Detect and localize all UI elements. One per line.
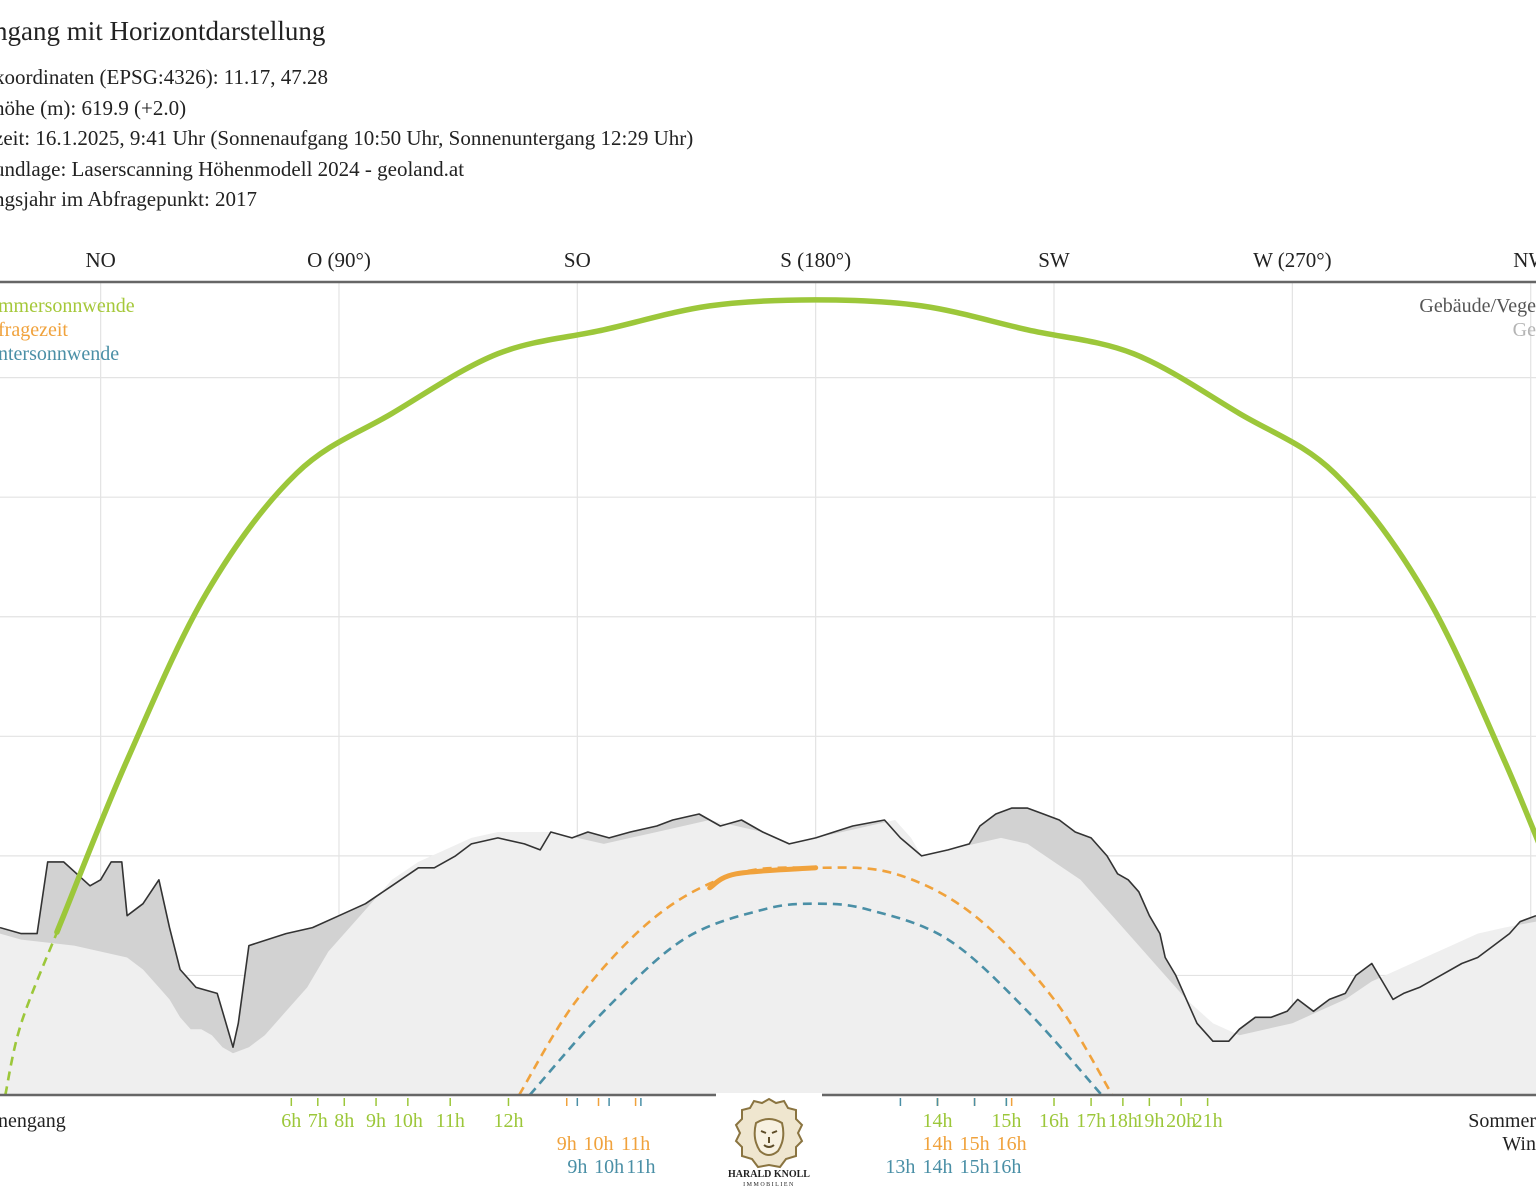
header: ngang mit Horizontdarstellung koordinate… (0, 14, 693, 215)
direction-label: O (90°) (307, 248, 371, 272)
hour-label: 19h (1134, 1110, 1164, 1132)
hour-label: 6h (281, 1110, 301, 1132)
hour-label: 16h (997, 1133, 1027, 1155)
direction-label: NW (1513, 248, 1536, 272)
hour-label: 14h (922, 1110, 952, 1132)
hour-label: 17h (1076, 1110, 1106, 1132)
logo: HARALD KNOLL IMMOBILIEN (716, 1093, 822, 1188)
labels: NO O (90°) SO S (180°) SW W (270°) NW mmersonnw… (0, 248, 1536, 1178)
hour-label: 9h (557, 1133, 577, 1155)
hour-label: 11h (436, 1110, 465, 1132)
hour-label: 10h (393, 1110, 423, 1132)
direction-label: SW (1038, 248, 1070, 272)
logo-subtext: IMMOBILIEN (743, 1182, 795, 1188)
hour-label: 15h (991, 1110, 1021, 1132)
hour-label: 18h (1108, 1110, 1138, 1132)
legend-right-item: Ge (1513, 319, 1536, 341)
hour-label: 10h (584, 1133, 614, 1155)
hour-label: 14h (922, 1133, 952, 1155)
info-coordinates: koordinaten (EPSG:4326): 11.17, 47.28 (0, 65, 329, 89)
direction-label: NO (85, 248, 115, 272)
hour-label: 11h (626, 1156, 655, 1178)
summer-solstice-curve (54, 297, 1536, 935)
hour-label: 9h (567, 1156, 587, 1178)
hour-label: 21h (1193, 1110, 1223, 1132)
bottom-left-label: nengang (0, 1110, 66, 1132)
hour-label: 10h (594, 1156, 624, 1178)
lion-head-icon: HARALD KNOLL IMMOBILIEN (728, 1097, 810, 1188)
hour-label: 15h (960, 1133, 990, 1155)
hour-label: 8h (334, 1110, 354, 1132)
direction-label: SO (564, 248, 591, 272)
info-query-time: zeit: 16.1.2025, 9:41 Uhr (Sonnenaufgang… (0, 126, 694, 150)
horizon-profile (0, 807, 1536, 1095)
summer-hidden-start (4, 928, 60, 1096)
terrain-area (0, 820, 1536, 1095)
hour-label: 11h (621, 1133, 650, 1155)
hour-label: 20h (1166, 1110, 1196, 1132)
logo-text: HARALD KNOLL (728, 1169, 810, 1180)
bottom-right-label: Win (1502, 1133, 1536, 1155)
legend-left-item: mmersonnwende (0, 295, 135, 317)
info-data-source: undlage: Laserscanning Höhenmodell 2024 … (0, 156, 465, 181)
horizon-line (0, 807, 1536, 1049)
bottom-right-label: Sommer (1468, 1110, 1536, 1132)
hour-label: 14h (922, 1156, 952, 1178)
hour-label: 9h (366, 1110, 386, 1132)
sun-path-chart: NO O (90°) SO S (180°) SW W (270°) NW mmersonnw… (0, 248, 1536, 1178)
info-survey-year: ngsjahr im Abfragepunkt: 2017 (0, 187, 258, 211)
legend-left-item: ntersonnwende (0, 343, 119, 365)
hour-label: 7h (308, 1110, 328, 1132)
direction-label: S (180°) (780, 248, 851, 272)
legend-left-item: fragezeit (0, 319, 68, 341)
hour-label: 16h (1039, 1110, 1069, 1132)
sun-curves (4, 297, 1536, 1096)
direction-label: W (270°) (1253, 248, 1332, 272)
hour-label: 12h (493, 1110, 523, 1132)
hour-label: 15h (960, 1156, 990, 1178)
hour-label: 16h (991, 1156, 1021, 1178)
info-elevation: höhe (m): 619.9 (+2.0) (0, 95, 187, 120)
query-date-visible-segment (707, 865, 819, 891)
page-title: ngang mit Horizontdarstellung (0, 16, 326, 46)
legend-right-item: Gebäude/Vege (1419, 295, 1536, 317)
hour-label: 13h (885, 1156, 915, 1178)
